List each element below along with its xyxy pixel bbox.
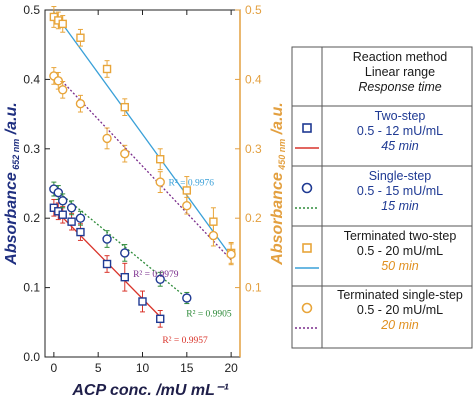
data-point-circle [208, 230, 219, 241]
legend-method: Terminated single-step [337, 288, 463, 302]
fit-line [53, 72, 232, 261]
data-point-circle [120, 248, 130, 258]
data-point-square [156, 314, 165, 324]
y-left-tick-label: 0.0 [23, 350, 40, 364]
axes: 0 5 10 15 20 0.0 0.1 0.2 0.3 0.4 0.5 0.1 0.2 0.3 0.4 0.… [23, 3, 262, 375]
legend-time: 45 min [381, 139, 419, 153]
data-point-square [76, 33, 85, 42]
data-point-square [102, 259, 112, 269]
data-point-square [209, 217, 218, 226]
data-point-circle [75, 213, 86, 223]
legend-header-time: Response time [358, 80, 442, 94]
legend-header-method: Reaction method [352, 50, 448, 64]
legend-range: 0.5 - 20 mU/mL [356, 303, 444, 317]
x-tick-label: 0 [51, 361, 58, 375]
data-point-circle [182, 201, 192, 211]
data-point-circle [53, 76, 63, 86]
legend-header: Reaction method Linear range Response ti… [328, 50, 472, 95]
legend-frame [291, 46, 473, 349]
x-tick-label: 20 [224, 361, 238, 375]
legend-header-range: Linear range [364, 65, 436, 79]
data-point-circle [58, 196, 68, 206]
data-point-circle [66, 203, 77, 213]
y-right-tick-label: 0.5 [245, 3, 262, 17]
data-point-circle [182, 293, 192, 303]
legend-time: 20 min [381, 318, 419, 332]
y-right-tick-label: 0.4 [245, 72, 262, 86]
data-point-circle [102, 234, 112, 244]
r2-labels: R² = 0.9957 R² = 0.9905 R² = 0.9976 R² = 0.… [133, 179, 232, 347]
y-left-tick-label: 0.4 [23, 72, 40, 86]
legend-range: 0.5 - 15 mU/mL [356, 184, 444, 198]
y-right-axis-label: Absorbance 450 nm /a.u. [269, 102, 287, 265]
data-point-circle [53, 187, 63, 198]
legend-range: 0.5 - 12 mU/mL [356, 124, 444, 138]
legend-time: 15 min [381, 199, 419, 213]
data-point-square [58, 19, 67, 29]
data-point-square [102, 64, 112, 74]
legend-entry-terminated-two-step: Terminated two-step 0.5 - 20 mU/mL 50 mi… [328, 229, 472, 274]
legend [291, 46, 473, 349]
data-point-square [58, 210, 67, 219]
legend-entry-single-step: Single-step 0.5 - 15 mU/mL 15 min [328, 169, 472, 214]
data-point-square [120, 272, 129, 282]
legend-range: 0.5 - 20 mU/mL [356, 244, 444, 258]
r2-label: R² = 0.9905 [186, 310, 232, 320]
x-axis-label: ACP conc. /mU mL⁻¹ [71, 382, 229, 399]
y-left-tick-label: 0.2 [23, 211, 40, 225]
legend-time: 50 min [381, 259, 419, 273]
r2-label: R² = 0.9976 [169, 179, 215, 189]
y-right-tick-label: 0.3 [245, 142, 262, 156]
x-tick-label: 15 [180, 361, 194, 375]
data-point-circle [58, 85, 68, 95]
y-left-tick-label: 0.5 [23, 3, 40, 17]
y-left-axis-label: Absorbance 652 nm /a.u. [3, 102, 21, 265]
data-point-circle [75, 98, 86, 109]
data-point-square [182, 186, 192, 195]
legend-entry-two-step: Two-step 0.5 - 12 mU/mL 45 min [328, 109, 472, 154]
data-point-square [156, 155, 165, 164]
y-right-tick-label: 0.1 [245, 281, 262, 295]
y-left-tick-label: 0.1 [23, 281, 40, 295]
legend-method: Two-step [374, 109, 426, 123]
legend-marker-circle [301, 182, 313, 194]
data-point-circle [226, 249, 236, 259]
r2-label: R² = 0.9979 [133, 270, 179, 280]
y-left-tick-label: 0.3 [23, 142, 40, 156]
legend-method: Single-step [368, 169, 432, 183]
legend-marker-square [302, 123, 312, 133]
r2-label: R² = 0.9957 [162, 336, 208, 346]
y-right-tick-label: 0.2 [245, 211, 262, 225]
legend-marker-circle [301, 302, 313, 314]
data-point-circle [155, 177, 165, 187]
data-point-square [138, 297, 147, 306]
data-point-circle [120, 148, 130, 159]
axis-labels: ACP conc. /mU mL⁻¹ Absorbance 652 nm /a.u… [3, 102, 287, 399]
legend-method: Terminated two-step [343, 229, 457, 243]
data-point-square [76, 227, 85, 237]
legend-marker-square [302, 243, 312, 253]
data-point-circle [155, 274, 165, 284]
data-points [49, 6, 236, 328]
fit-line [53, 11, 232, 257]
data-point-circle [102, 133, 112, 144]
x-tick-label: 5 [95, 361, 102, 375]
legend-entry-terminated-single-step: Terminated single-step 0.5 - 20 mU/mL 20… [328, 288, 472, 333]
data-point-square [120, 102, 129, 112]
data-point-square [67, 217, 76, 226]
x-tick-label: 10 [136, 361, 150, 375]
